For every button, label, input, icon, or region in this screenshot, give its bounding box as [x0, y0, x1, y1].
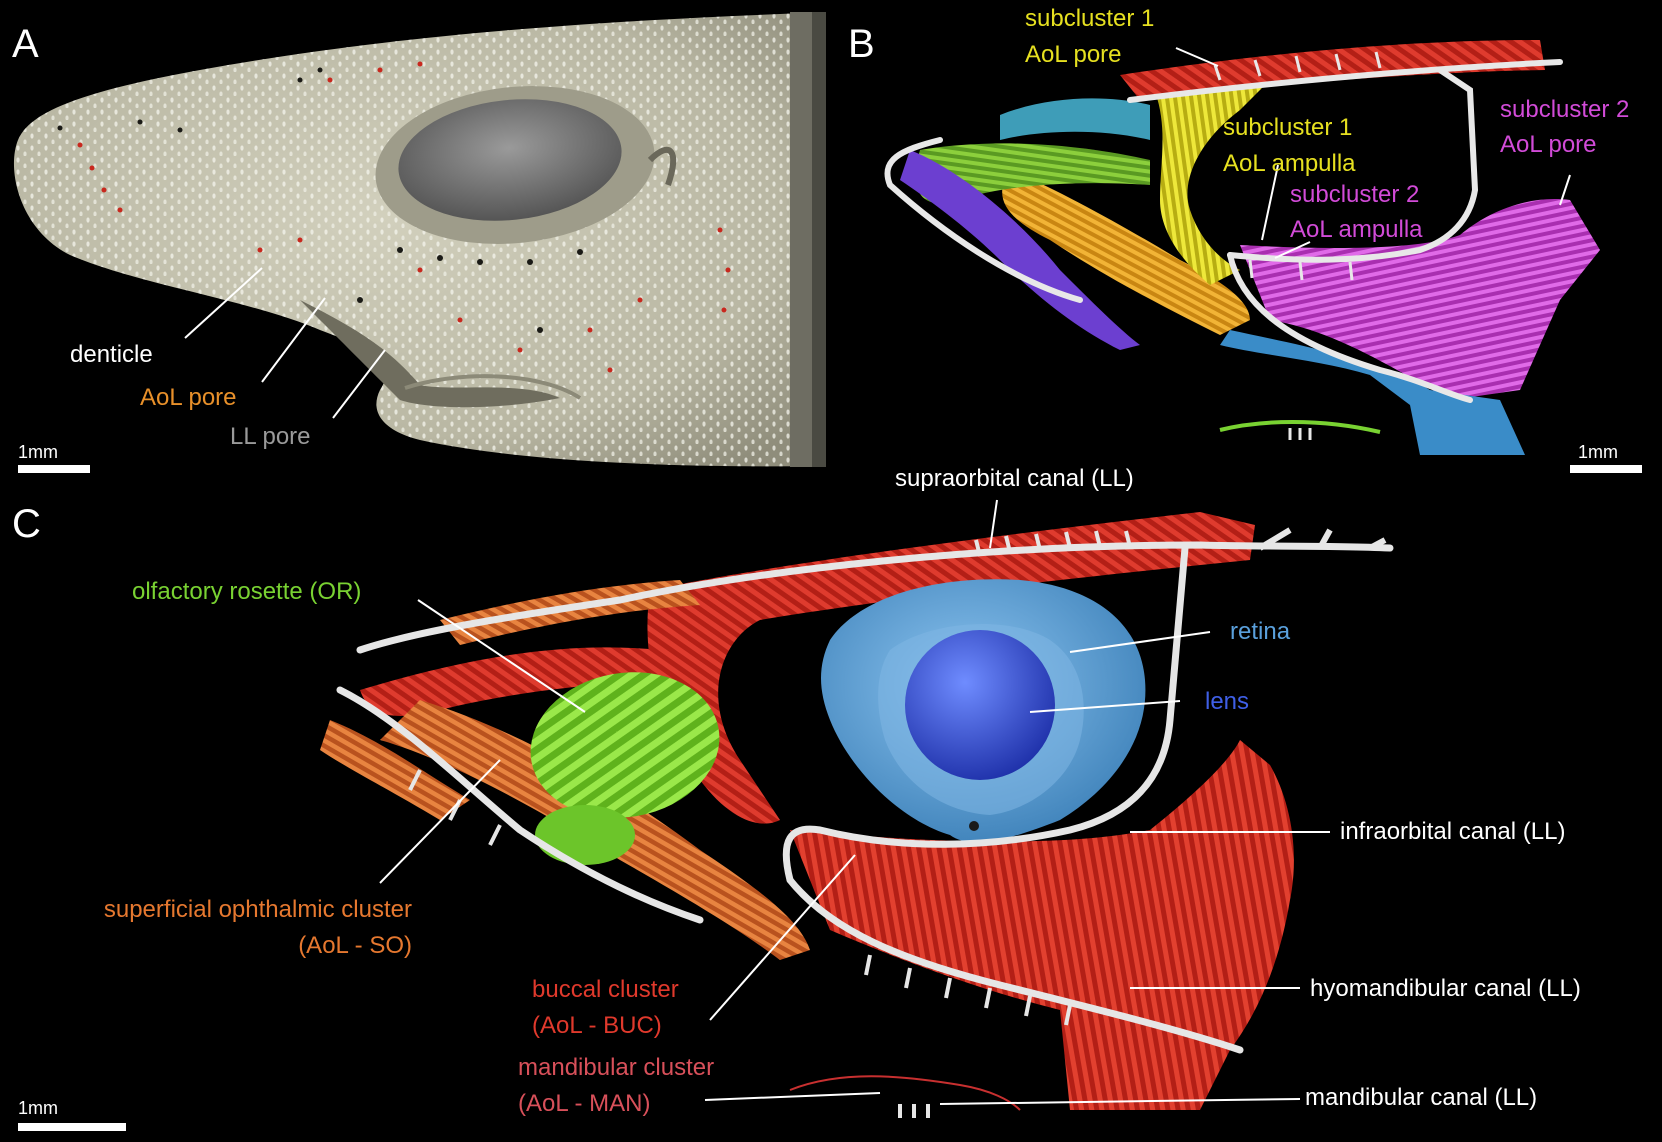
label-infraorbital-canal: infraorbital canal (LL) — [1340, 818, 1566, 845]
label-subcluster1-ampulla-line2: AoL ampulla — [1223, 150, 1356, 177]
label-lens: lens — [1205, 688, 1250, 715]
label-ll-pore: LL pore — [230, 423, 311, 450]
label-retina: retina — [1230, 618, 1291, 645]
panel-c-letter: C — [12, 502, 41, 546]
label-subcluster1-pore-line1: subcluster 1 — [1025, 5, 1155, 32]
label-mandibular-cluster-line1: mandibular cluster — [518, 1054, 715, 1081]
label-aol-pore: AoL pore — [140, 384, 237, 411]
scale-bar-c — [18, 1123, 126, 1131]
label-buccal-cluster-line2: (AoL - BUC) — [532, 1012, 662, 1039]
label-superficial-ophthalmic-line1: superficial ophthalmic cluster — [103, 896, 412, 923]
scale-bar-a — [18, 465, 90, 473]
label-subcluster2-ampulla-line2: AoL ampulla — [1290, 216, 1423, 243]
scale-bar-b — [1570, 465, 1642, 473]
panel-c-reconstruction — [320, 499, 1394, 1118]
panel-b-letter: B — [848, 22, 875, 66]
label-mandibular-cluster-line2: (AoL - MAN) — [518, 1090, 651, 1117]
label-hyomandibular-canal: hyomandibular canal (LL) — [1310, 975, 1581, 1002]
label-olfactory-rosette: olfactory rosette (OR) — [132, 578, 362, 605]
scale-label-c: 1mm — [18, 1098, 58, 1118]
panel-a-letter: A — [12, 22, 39, 66]
label-denticle: denticle — [70, 341, 153, 368]
label-subcluster1-ampulla-line1: subcluster 1 — [1223, 114, 1353, 141]
panel-b-reconstruction — [884, 40, 1600, 455]
scale-label-b: 1mm — [1578, 442, 1618, 462]
label-subcluster2-ampulla-line1: subcluster 2 — [1290, 181, 1420, 208]
panel-a-photo — [0, 0, 826, 470]
scale-label-a: 1mm — [18, 442, 58, 462]
label-subcluster1-pore-line2: AoL pore — [1025, 41, 1122, 68]
label-subcluster2-pore-line1: subcluster 2 — [1500, 96, 1630, 123]
label-superficial-ophthalmic-line2: (AoL - SO) — [298, 932, 412, 959]
label-supraorbital-canal: supraorbital canal (LL) — [895, 465, 1134, 492]
label-subcluster2-pore-line2: AoL pore — [1500, 131, 1597, 158]
label-mandibular-canal: mandibular canal (LL) — [1305, 1084, 1538, 1111]
label-buccal-cluster-line1: buccal cluster — [532, 976, 679, 1003]
